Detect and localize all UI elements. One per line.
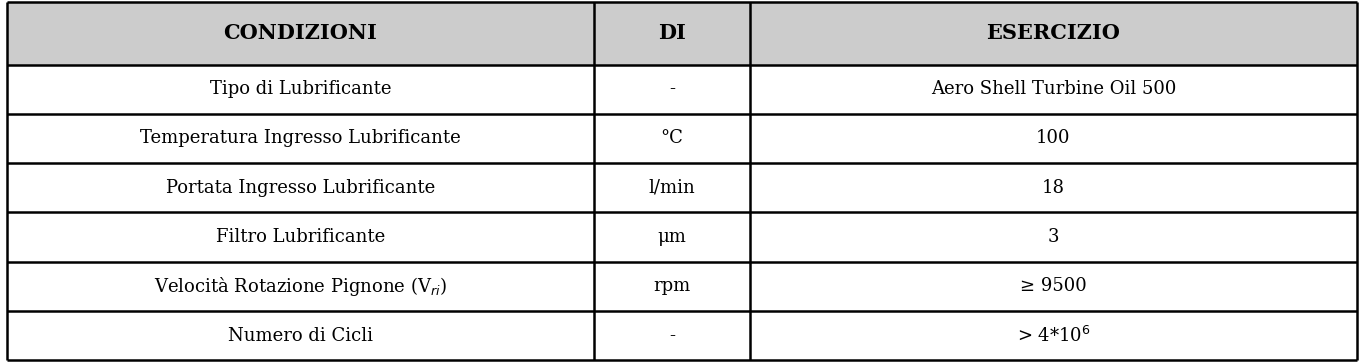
- Bar: [7, 2, 595, 64]
- Text: μm: μm: [657, 228, 686, 246]
- Text: Aero Shell Turbine Oil 500: Aero Shell Turbine Oil 500: [930, 80, 1176, 98]
- Bar: [595, 2, 750, 64]
- Bar: [595, 163, 750, 212]
- Text: Numero di Cicli: Numero di Cicli: [228, 327, 372, 345]
- Bar: [7, 262, 595, 311]
- Text: Temperatura Ingresso Lubrificante: Temperatura Ingresso Lubrificante: [140, 130, 461, 147]
- Text: -: -: [668, 80, 675, 98]
- Text: DI: DI: [657, 23, 686, 43]
- Text: 100: 100: [1037, 130, 1071, 147]
- Bar: [7, 64, 595, 114]
- Bar: [595, 262, 750, 311]
- Text: Portata Ingresso Lubrificante: Portata Ingresso Lubrificante: [166, 179, 435, 197]
- Text: 18: 18: [1042, 179, 1065, 197]
- Text: ≥ 9500: ≥ 9500: [1020, 277, 1087, 295]
- Bar: [750, 311, 1357, 360]
- Text: ESERCIZIO: ESERCIZIO: [986, 23, 1120, 43]
- Bar: [595, 64, 750, 114]
- Bar: [595, 311, 750, 360]
- Bar: [7, 212, 595, 262]
- Text: 3: 3: [1048, 228, 1058, 246]
- Text: -: -: [668, 327, 675, 345]
- Text: > 4*10$^{6}$: > 4*10$^{6}$: [1016, 325, 1090, 346]
- Bar: [750, 2, 1357, 64]
- Text: °C: °C: [660, 130, 683, 147]
- Bar: [750, 212, 1357, 262]
- Bar: [750, 163, 1357, 212]
- Bar: [7, 114, 595, 163]
- Text: rpm: rpm: [653, 277, 690, 295]
- Text: Velocità Rotazione Pignone (V$_{ri}$): Velocità Rotazione Pignone (V$_{ri}$): [154, 275, 447, 298]
- Bar: [750, 114, 1357, 163]
- Bar: [595, 212, 750, 262]
- Text: Tipo di Lubrificante: Tipo di Lubrificante: [210, 80, 391, 98]
- Bar: [750, 64, 1357, 114]
- Text: l/min: l/min: [648, 179, 696, 197]
- Bar: [750, 262, 1357, 311]
- Text: CONDIZIONI: CONDIZIONI: [224, 23, 378, 43]
- Bar: [595, 114, 750, 163]
- Bar: [7, 163, 595, 212]
- Bar: [7, 311, 595, 360]
- Text: Filtro Lubrificante: Filtro Lubrificante: [216, 228, 385, 246]
